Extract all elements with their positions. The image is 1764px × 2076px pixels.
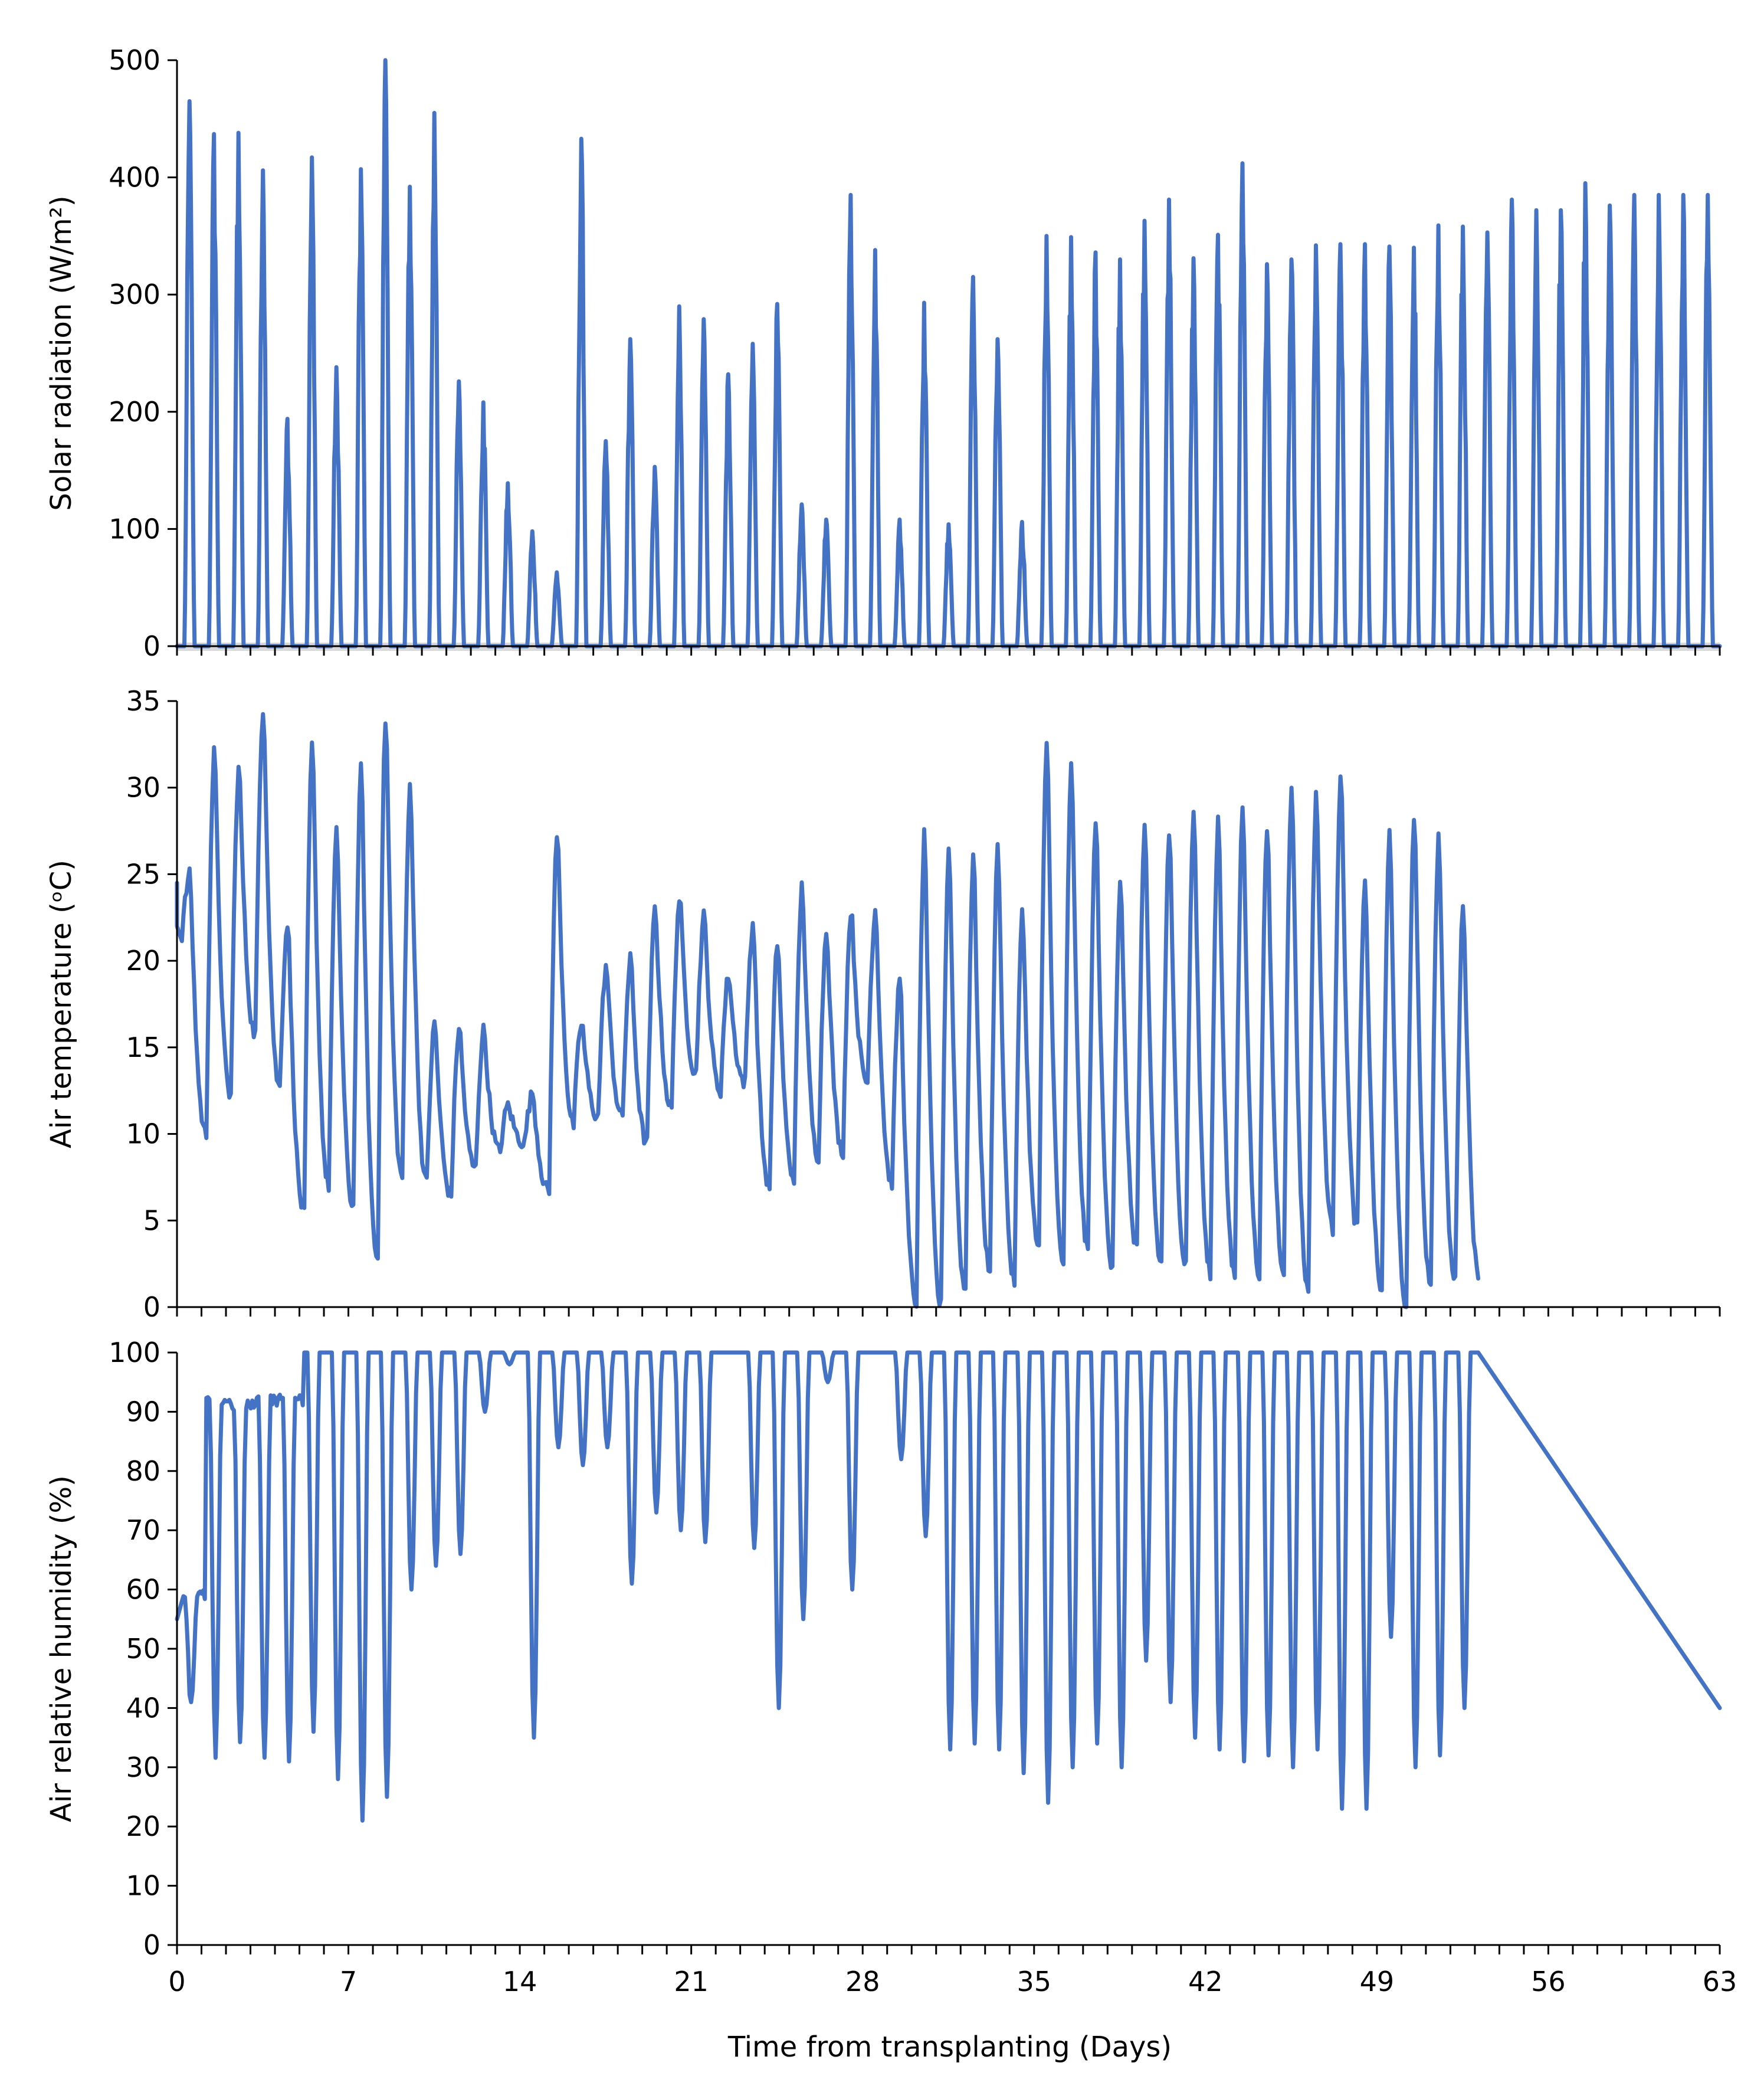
solar-y-tick-label: 500: [109, 44, 160, 76]
humidity-y-tick-label: 40: [126, 1692, 160, 1724]
air-temperature-panel: 0 5 10 15 20 25 30 35 Air temperature (ᵒC): [45, 685, 1721, 1323]
humidity-y-tick-label: 100: [109, 1337, 160, 1368]
x-tick-label: 56: [1531, 1966, 1566, 1998]
x-tick-label: 14: [503, 1966, 537, 1998]
solar-y-tick-label: 0: [143, 630, 160, 662]
humidity-y-tick-label: 80: [126, 1455, 160, 1487]
solar-y-tick-label: 300: [109, 279, 160, 310]
x-tick-label: 28: [845, 1966, 880, 1998]
temperature-y-tick-label: 10: [126, 1118, 160, 1150]
solar-y-tick-label: 400: [109, 162, 160, 194]
temperature-y-tick-label: 20: [126, 945, 160, 977]
x-tick-label: 42: [1188, 1966, 1223, 1998]
x-tick-label: 49: [1360, 1966, 1395, 1998]
temperature-y-tick-label: 30: [126, 772, 160, 804]
humidity-y-tick-label: 30: [126, 1751, 160, 1783]
temperature-series-line: [175, 712, 1481, 1309]
humidity-series-line: [175, 1350, 1722, 1823]
temperature-y-tick-label: 35: [126, 685, 160, 717]
x-tick-label: 7: [340, 1966, 357, 1998]
humidity-y-tick-label: 70: [126, 1514, 160, 1546]
temperature-y-axis-title: Air temperature (ᵒC): [45, 860, 78, 1148]
x-tick-label: 35: [1017, 1966, 1052, 1998]
humidity-y-tick-label: 0: [143, 1929, 160, 1961]
solar-radiation-panel: 0 100 200 300 400 500 Solar radiation (W/m²): [45, 44, 1722, 662]
humidity-y-tick-label: 90: [126, 1396, 160, 1427]
x-tick-label: 21: [674, 1966, 709, 1998]
solar-y-tick-label: 100: [109, 513, 160, 545]
humidity-y-tick-label: 60: [126, 1574, 160, 1606]
humidity-y-tick-label: 20: [126, 1810, 160, 1842]
x-axis-title: Time from transplanting (Days): [727, 2031, 1172, 2064]
solar-y-axis-title: Solar radiation (W/m²): [45, 195, 78, 510]
solar-y-tick-label: 200: [109, 396, 160, 428]
temperature-y-tick-label: 5: [143, 1204, 160, 1236]
temperature-y-tick-label: 15: [126, 1032, 160, 1063]
solar-series-line: [175, 58, 1722, 649]
temperature-y-tick-label: 0: [143, 1291, 160, 1323]
temperature-y-tick-label: 25: [126, 858, 160, 890]
humidity-y-tick-label: 10: [126, 1870, 160, 1902]
humidity-y-tick-label: 50: [126, 1633, 160, 1665]
x-tick-label: 63: [1703, 1966, 1737, 1998]
x-tick-label: 0: [168, 1966, 185, 1998]
humidity-y-axis-title: Air relative humidity (%): [45, 1475, 78, 1822]
